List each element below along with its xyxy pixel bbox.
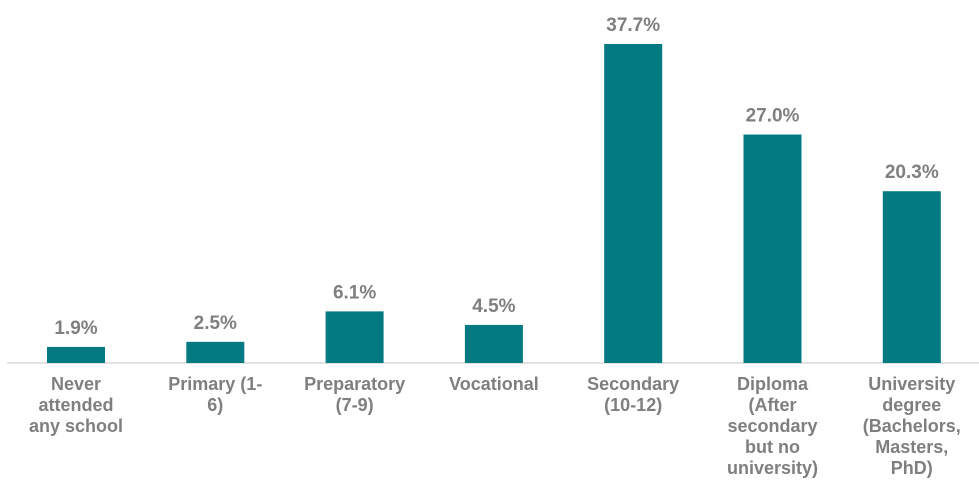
value-label: 1.9% [54, 318, 97, 339]
bar [325, 311, 384, 363]
value-label: 6.1% [333, 282, 376, 303]
x-tick-label: Secondary (10-12) [587, 374, 680, 415]
bar [604, 44, 663, 363]
x-tick-label: Preparatory (7-9) [304, 374, 406, 415]
bar [743, 134, 802, 363]
x-tick-label: University degree (Bachelors, Masters, P… [862, 374, 961, 478]
value-label: 2.5% [194, 313, 237, 334]
x-tick-label: Primary (1-6) [168, 374, 263, 415]
x-tick-label: Vocational [449, 374, 539, 394]
x-tick-label: Diploma (After secondary but no universi… [726, 374, 819, 478]
bar [186, 341, 245, 363]
value-label: 27.0% [746, 106, 800, 127]
bar [47, 346, 105, 363]
x-tick-label: Never attended any school [28, 374, 124, 436]
value-label: 4.5% [472, 296, 515, 317]
value-label: 37.7% [606, 15, 660, 36]
value-label: 20.3% [885, 162, 939, 183]
bar [464, 324, 523, 363]
bar [882, 191, 941, 363]
